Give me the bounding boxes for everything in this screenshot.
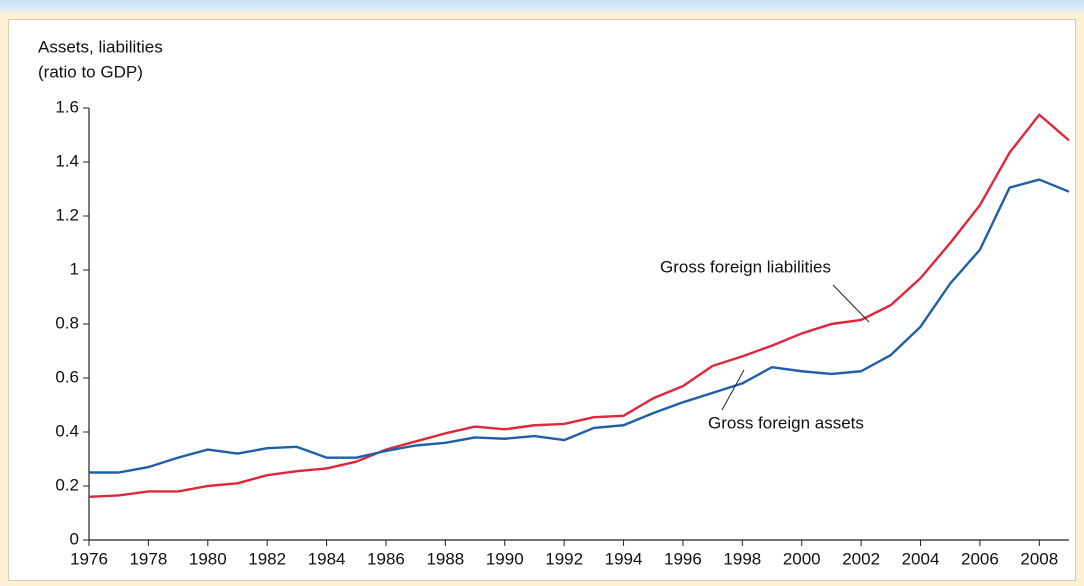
y-tick-label: 1.2 — [55, 205, 79, 224]
x-tick-label: 2000 — [783, 549, 821, 568]
x-tick-label: 1978 — [129, 549, 167, 568]
x-tick-label: 2002 — [842, 549, 880, 568]
series-line — [89, 178, 1070, 474]
x-tick-label: 1988 — [426, 549, 464, 568]
y-tick-label: 1.4 — [55, 151, 79, 170]
panel — [8, 19, 1076, 581]
x-tick-label: 2006 — [961, 549, 999, 568]
y-tick-label: 1.6 — [55, 97, 79, 116]
x-tick-label: 1980 — [189, 549, 227, 568]
x-tick-label: 1990 — [486, 549, 524, 568]
x-tick-label: 1996 — [664, 549, 702, 568]
y-tick-label: 1 — [70, 259, 79, 278]
y-axis-label: Assets, liabilities — [38, 37, 163, 56]
annotation: Gross foreign liabilities — [660, 257, 831, 276]
y-tick-label: 0.6 — [55, 367, 79, 386]
y-axis-label: (ratio to GDP) — [38, 62, 143, 81]
x-tick-label: 1998 — [723, 549, 761, 568]
annotation-leader — [721, 369, 745, 411]
x-tick-label: 1984 — [308, 549, 346, 568]
x-tick-label: 1986 — [367, 549, 405, 568]
x-tick-label: 1976 — [70, 549, 108, 568]
x-tick-label: 1982 — [248, 549, 286, 568]
x-tick-label: 2004 — [902, 549, 940, 568]
y-tick-label: 0 — [70, 529, 79, 548]
series-line — [88, 113, 1070, 498]
x-tick-label: 2008 — [1020, 549, 1058, 568]
top-bar — [0, 0, 1084, 12]
y-tick-label: 0.2 — [55, 475, 79, 494]
y-tick-label: 0.8 — [55, 313, 79, 332]
y-tick-label: 0.4 — [55, 421, 79, 440]
annotation: Gross foreign assets — [708, 413, 864, 432]
annotation-leader — [832, 284, 870, 323]
x-tick-label: 1992 — [545, 549, 583, 568]
x-tick-label: 1994 — [605, 549, 643, 568]
